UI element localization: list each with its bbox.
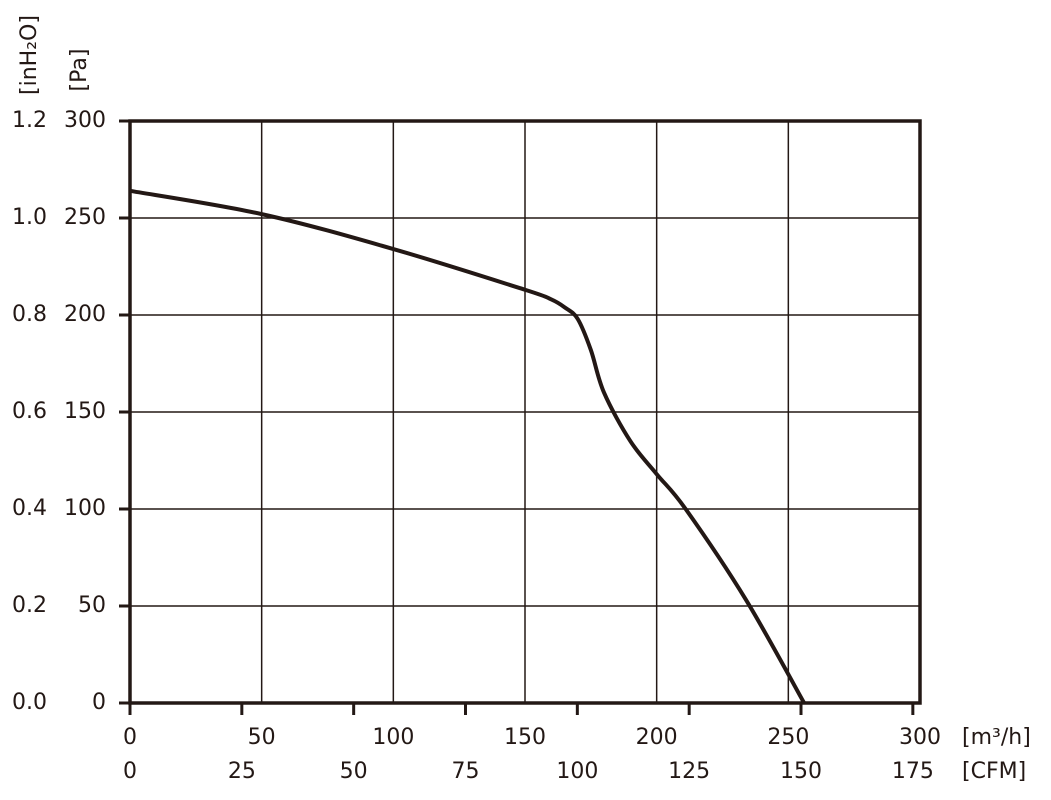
y-tick-label: 50 [78, 593, 106, 618]
y-tick-label: 250 [64, 205, 106, 230]
y-unit-label: [Pa] [67, 49, 92, 92]
x2-tick-label: 100 [556, 759, 598, 784]
y-tick-label: 100 [64, 496, 106, 521]
x-tick-label: 250 [767, 725, 809, 750]
curve [129, 188, 806, 704]
x-tick-label: 200 [636, 725, 678, 750]
y2-tick-label: 0.8 [12, 302, 47, 327]
x2-tick-label: 50 [340, 759, 368, 784]
y2-tick-label: 0.2 [12, 593, 47, 618]
y2-tick-label: 1.2 [12, 108, 47, 133]
y2-tick-label: 0.0 [12, 690, 47, 715]
x2-tick-label: 0 [123, 759, 137, 784]
x2-tick-label: 25 [228, 759, 256, 784]
y-tick-label: 200 [64, 302, 106, 327]
y-tick-label: 150 [64, 399, 106, 424]
plot-frame [128, 119, 922, 705]
y2-tick-label: 0.6 [12, 399, 47, 424]
x2-tick-label: 75 [452, 759, 480, 784]
x2-unit-label: [CFM] [962, 759, 1026, 784]
x-tick-label: 150 [504, 725, 546, 750]
x2-tick-label: 125 [668, 759, 710, 784]
y2-unit-label: [inH₂O] [17, 15, 42, 95]
x-unit-label: [m³/h] [962, 725, 1031, 750]
x-tick-label: 100 [372, 725, 414, 750]
x-tick-label: 0 [123, 725, 137, 750]
y-tick-label: 0 [92, 690, 106, 715]
y2-tick-label: 1.0 [12, 205, 47, 230]
y-tick-label: 300 [64, 108, 106, 133]
x-tick-label: 50 [248, 725, 276, 750]
x2-tick-label: 150 [780, 759, 822, 784]
y2-tick-label: 0.4 [12, 496, 47, 521]
x2-tick-label: 175 [892, 759, 934, 784]
x-tick-label: 300 [899, 725, 941, 750]
